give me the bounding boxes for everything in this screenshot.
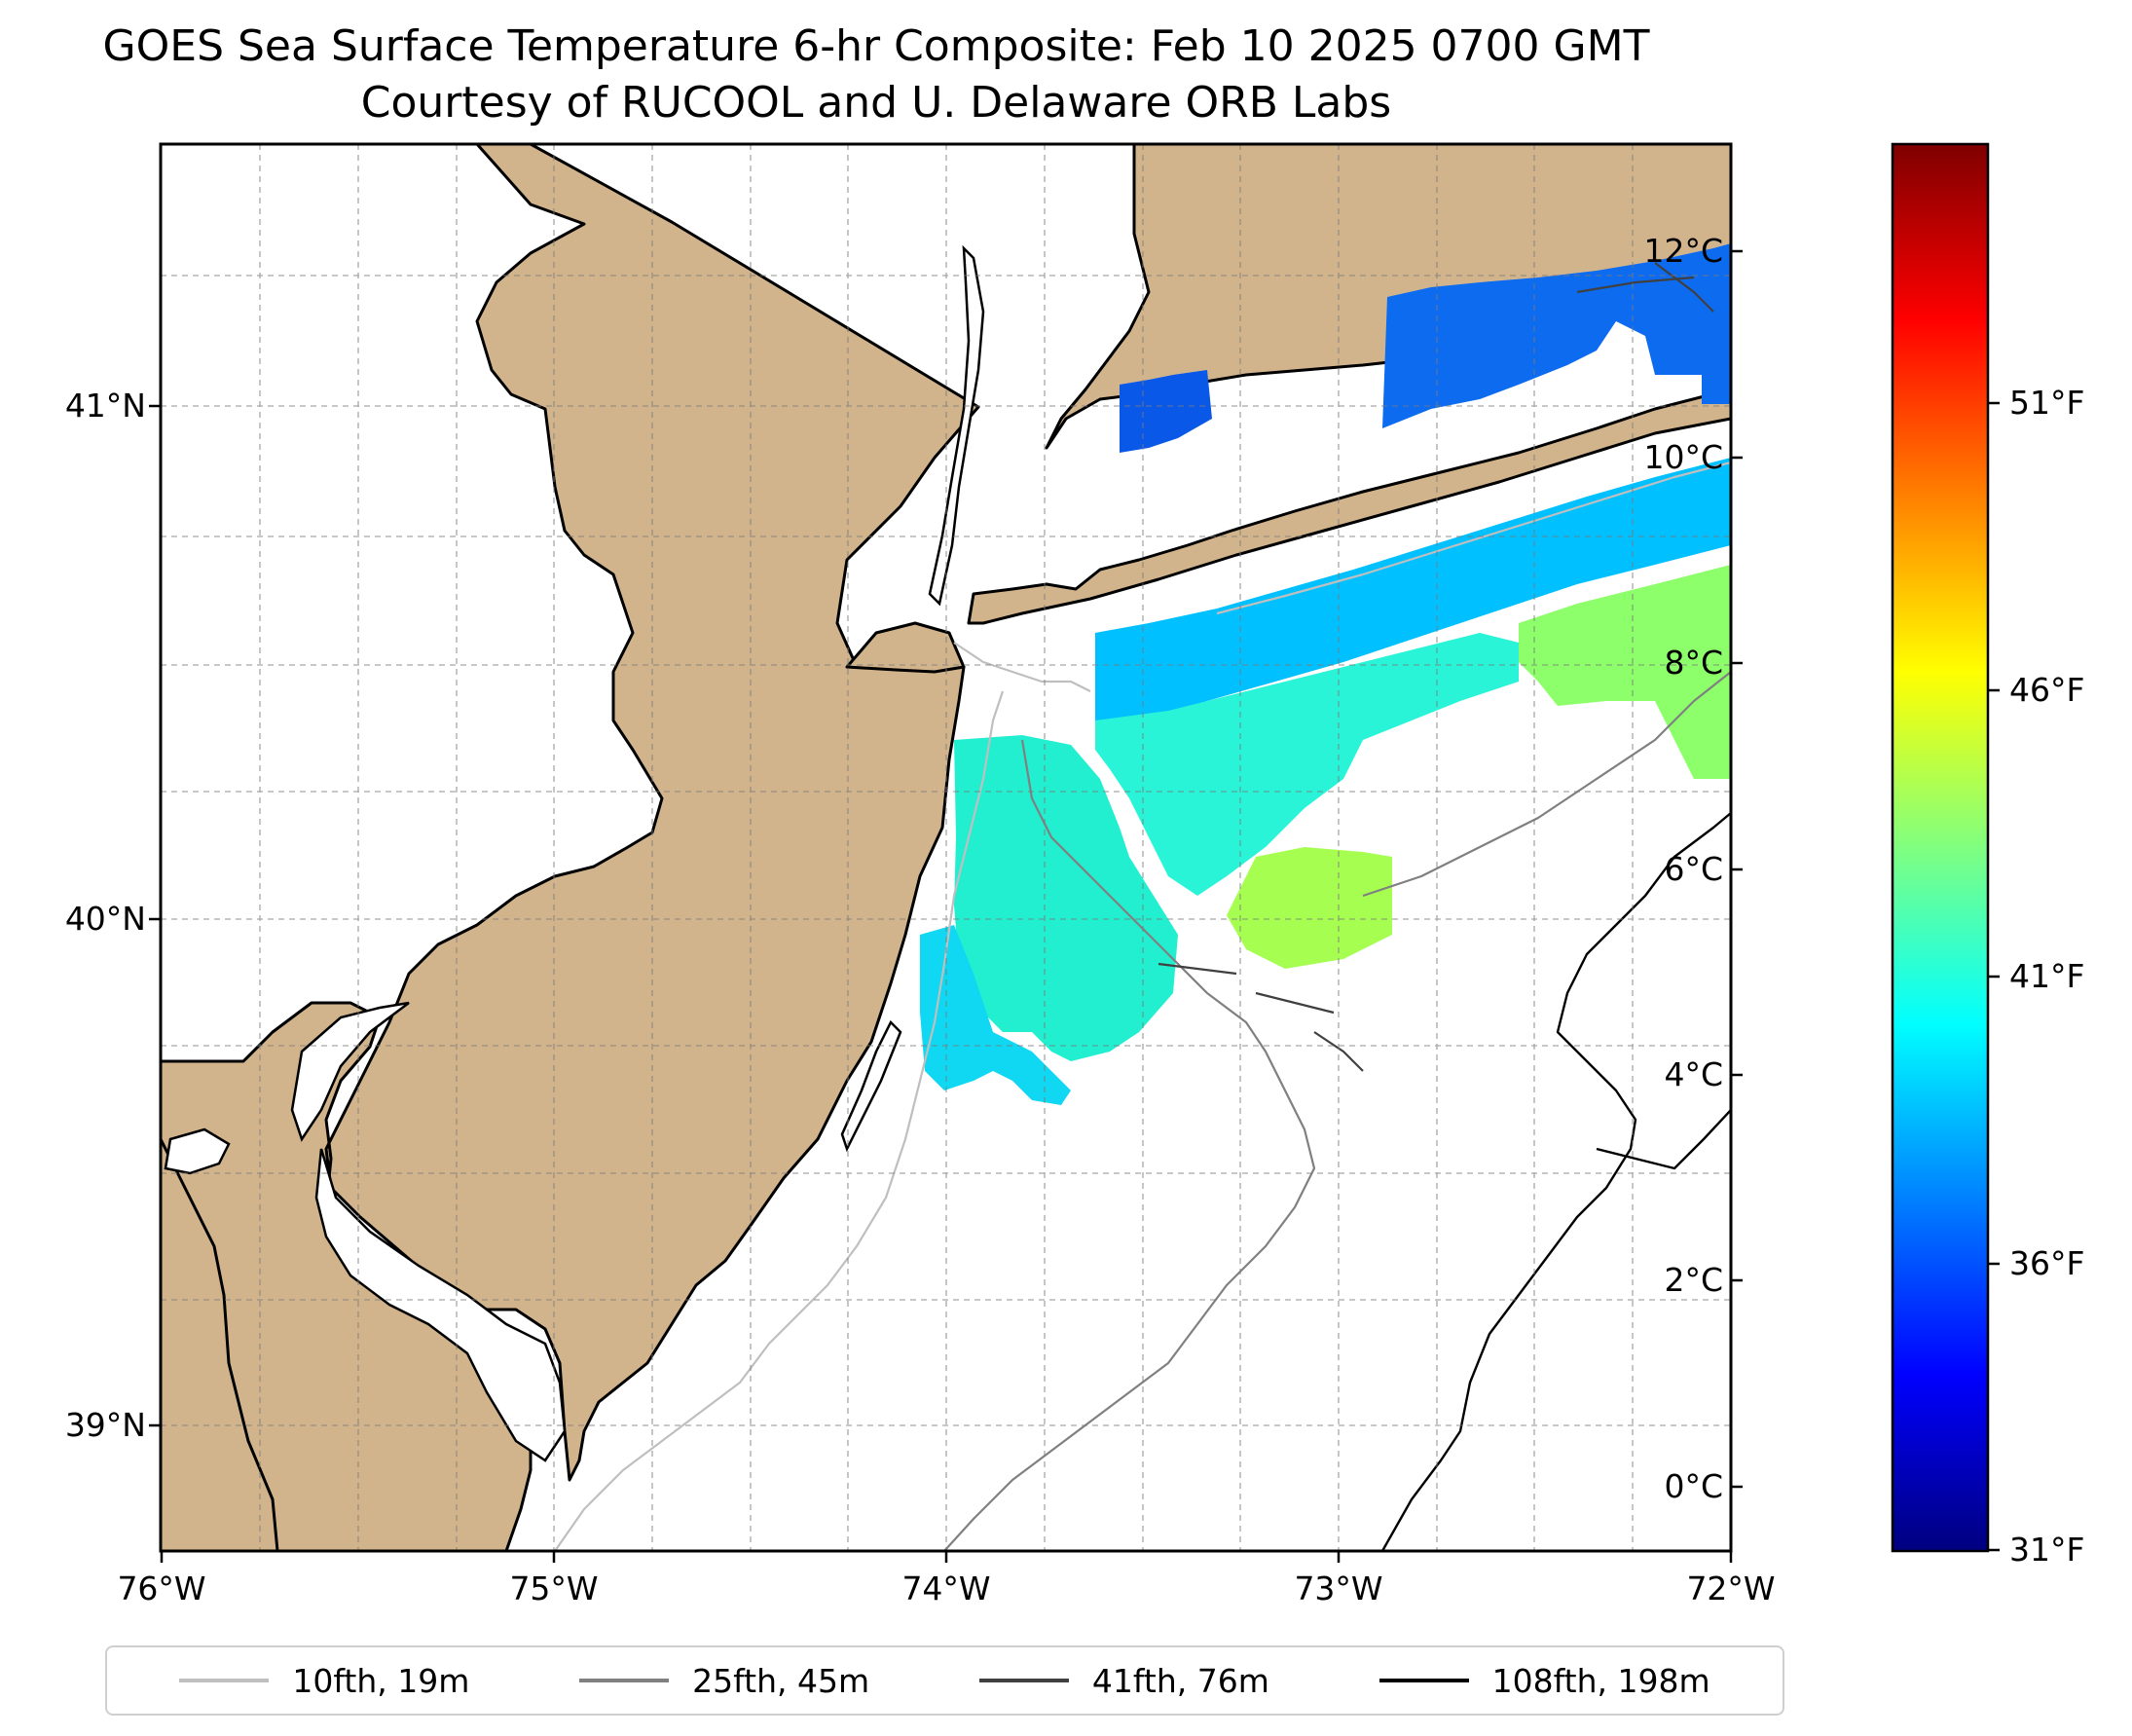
colorbar-celsius-label: 6°C	[1664, 850, 1723, 888]
figure-title-line1: GOES Sea Surface Temperature 6-hr Compos…	[102, 21, 1650, 71]
contour-41fth	[1158, 262, 1714, 1072]
sst-layer	[920, 243, 1731, 1105]
sst-long-island-sound-east	[1382, 243, 1731, 428]
lon-tick-label: 74°W	[901, 1570, 991, 1607]
legend-line-swatch	[978, 1679, 1069, 1682]
lon-tick-label: 76°W	[117, 1570, 206, 1607]
sst-offshore-south-patch	[1227, 847, 1392, 969]
sst-ny-bight-north	[1095, 458, 1731, 720]
lat-tick-label: 39°N	[64, 1406, 146, 1444]
legend-label: 41fth, 76m	[1091, 1661, 1269, 1700]
graticule	[161, 144, 1731, 1551]
land-long-island	[967, 388, 1731, 625]
hudson-river	[928, 244, 985, 607]
colorbar-fahrenheit-label: 41°F	[2009, 957, 2085, 995]
sst-offshore-east	[1519, 565, 1731, 779]
contour-108fth	[1380, 812, 1731, 1551]
sst-nj-coastal-south	[920, 925, 1071, 1105]
legend-entry-108fth: 108fth, 198m	[1378, 1661, 1710, 1700]
sst-nj-coastal-north	[954, 735, 1178, 1061]
legend-label: 10fth, 19m	[292, 1661, 470, 1700]
colorbar-celsius-label: 2°C	[1664, 1261, 1723, 1299]
colorbar-ticks	[1988, 401, 2000, 1552]
land-layer	[161, 144, 1731, 1551]
legend-line-swatch	[579, 1679, 670, 1682]
sst-offshore-mid	[1095, 633, 1519, 896]
legend-entry-25fth: 25fth, 45m	[579, 1662, 869, 1700]
bathymetry-contours	[554, 262, 1731, 1551]
legend-label: 108fth, 198m	[1491, 1661, 1710, 1700]
colorbar-celsius-label: 12°C	[1643, 232, 1723, 270]
contour-10fth	[554, 461, 1731, 1551]
colorbar-frame	[1891, 142, 1990, 1553]
delaware-bay	[314, 1148, 567, 1462]
colorbar-celsius-label: 8°C	[1664, 644, 1723, 682]
legend-line-swatch	[179, 1679, 270, 1682]
md-inlet	[164, 1127, 231, 1175]
legend-line-swatch	[1378, 1679, 1469, 1682]
colorbar-fahrenheit-label: 46°F	[2009, 671, 2085, 709]
delaware-river	[290, 1001, 410, 1142]
colorbar-fahrenheit-label: 36°F	[2009, 1244, 2085, 1282]
colorbar	[1893, 144, 1988, 1551]
colorbar-fahrenheit-label: 51°F	[2009, 384, 2085, 422]
legend-entry-10fth: 10fth, 19m	[179, 1662, 469, 1700]
barnegat-bay	[840, 1019, 902, 1153]
contour-25fth	[943, 671, 1731, 1551]
legend-entry-41fth: 41fth, 76m	[978, 1661, 1269, 1700]
axis-ticks	[149, 249, 1743, 1563]
lat-tick-label: 40°N	[64, 900, 146, 938]
colorbar-celsius-label: 10°C	[1643, 438, 1723, 476]
lon-tick-label: 75°W	[509, 1570, 599, 1607]
figure-title-line2: Courtesy of RUCOOL and U. Delaware ORB L…	[360, 78, 1392, 128]
lat-tick-label: 41°N	[64, 387, 146, 425]
colorbar-celsius-label: 4°C	[1664, 1055, 1723, 1093]
water-features	[164, 244, 985, 1462]
legend-label: 25fth, 45m	[692, 1661, 870, 1700]
map-content	[161, 144, 1731, 1551]
lon-tick-label: 73°W	[1294, 1570, 1383, 1607]
colorbar-fahrenheit-label: 31°F	[2009, 1531, 2085, 1569]
colorbar-celsius-label: 0°C	[1664, 1467, 1723, 1505]
contour-legend: 10fth, 19m 25fth, 45m 41fth, 76m 108fth,…	[105, 1645, 1784, 1716]
land-staten-island	[845, 621, 966, 674]
lon-tick-label: 72°W	[1686, 1570, 1776, 1607]
